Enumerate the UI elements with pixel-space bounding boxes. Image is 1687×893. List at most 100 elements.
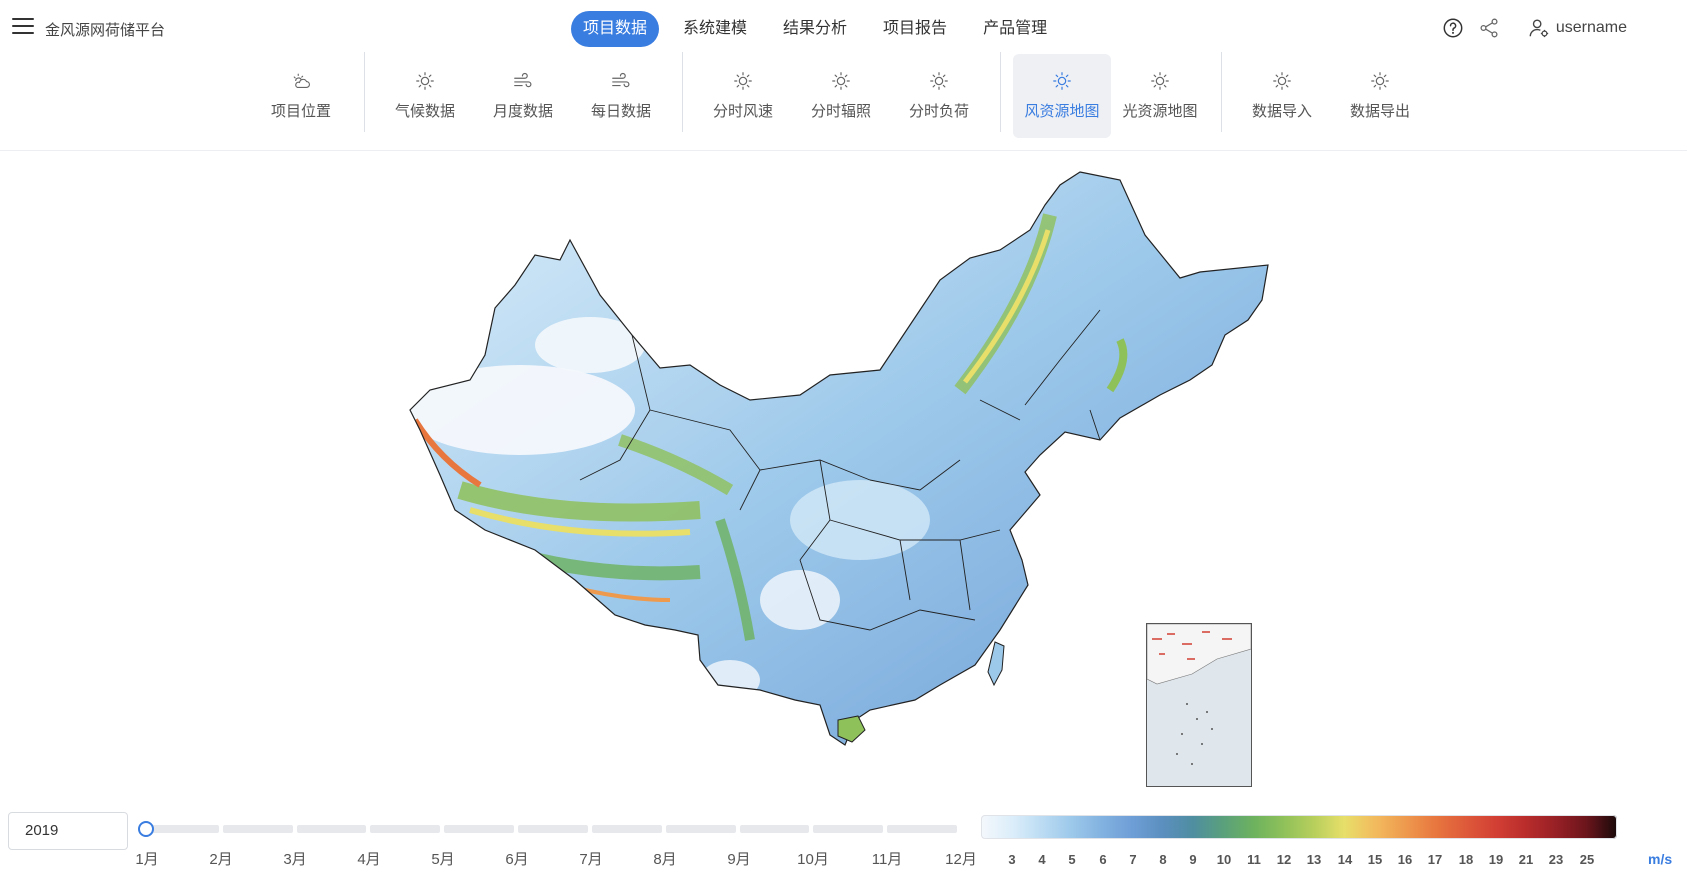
tool-solar-resource-map[interactable]: 光资源地图 xyxy=(1111,54,1209,138)
wind-icon xyxy=(612,72,630,88)
month-label-10[interactable]: 10月 xyxy=(797,851,829,868)
year-input[interactable]: 2019 xyxy=(8,812,128,850)
tab-project-report[interactable]: 项目报告 xyxy=(883,20,948,37)
tool-project-location[interactable]: 项目位置 xyxy=(252,54,350,138)
legend-label-19: 19 xyxy=(1488,852,1504,867)
main-nav-tabs: 项目数据 系统建模 结果分析 项目报告 产品管理 xyxy=(571,11,1059,47)
tool-label: 风资源地图 xyxy=(1024,103,1100,120)
tool-label: 项目位置 xyxy=(270,103,331,120)
legend-label-7: 7 xyxy=(1129,852,1137,867)
legend-unit: m/s xyxy=(1648,851,1673,867)
legend-label-10: 10 xyxy=(1216,852,1232,867)
tool-label: 分时负荷 xyxy=(908,103,969,120)
slider-segment[interactable] xyxy=(370,825,441,833)
sun-icon xyxy=(416,72,434,90)
slider-segment[interactable] xyxy=(222,825,293,833)
month-label-12[interactable]: 12月 xyxy=(945,851,977,868)
wind-speed-legend-bar xyxy=(981,815,1617,839)
tool-climate-data[interactable]: 气候数据 xyxy=(376,54,474,138)
tool-label: 分时辐照 xyxy=(810,103,871,120)
legend-label-21: 21 xyxy=(1518,852,1534,867)
sun-icon xyxy=(1151,72,1169,90)
month-label-1[interactable]: 1月 xyxy=(135,851,159,868)
data-toolbar: 项目位置 气候数据 月度数据 每日数据 分时风速 分时辐照 xyxy=(0,52,1687,151)
month-label-8[interactable]: 8月 xyxy=(653,851,677,868)
legend-label-17: 17 xyxy=(1427,852,1443,867)
sun-icon xyxy=(930,72,948,90)
wind-resource-map[interactable] xyxy=(400,160,1280,800)
slider-segment[interactable] xyxy=(813,825,884,833)
user-menu[interactable]: username xyxy=(1528,17,1627,39)
sun-icon xyxy=(832,72,850,90)
app-title: 金风源网荷储平台 xyxy=(45,22,166,39)
wind-icon xyxy=(514,72,532,88)
toolbar-divider xyxy=(1000,52,1001,132)
tool-data-import[interactable]: 数据导入 xyxy=(1233,54,1331,138)
slider-segment[interactable] xyxy=(149,825,219,833)
tab-system-modeling[interactable]: 系统建模 xyxy=(683,20,748,37)
slider-segment[interactable] xyxy=(665,825,736,833)
month-label-3[interactable]: 3月 xyxy=(283,851,307,868)
legend-label-25: 25 xyxy=(1579,852,1595,867)
legend-label-16: 16 xyxy=(1397,852,1413,867)
month-label-5[interactable]: 5月 xyxy=(431,851,455,868)
legend-label-6: 6 xyxy=(1099,852,1107,867)
slider-segment[interactable] xyxy=(591,825,662,833)
toolbar-divider xyxy=(1221,52,1222,132)
header-actions: username xyxy=(1442,17,1627,39)
share-icon[interactable] xyxy=(1478,17,1500,39)
sun-icon xyxy=(1273,72,1291,90)
month-label-7[interactable]: 7月 xyxy=(579,851,603,868)
south-china-sea-inset xyxy=(1146,623,1252,787)
tool-wind-resource-map[interactable]: 风资源地图 xyxy=(1013,54,1111,138)
tool-hourly-irradiance[interactable]: 分时辐照 xyxy=(792,54,890,138)
month-label-9[interactable]: 9月 xyxy=(727,851,751,868)
slider-segment[interactable] xyxy=(444,825,515,833)
legend-label-23: 23 xyxy=(1548,852,1564,867)
inset-map xyxy=(1146,623,1252,765)
month-label-6[interactable]: 6月 xyxy=(505,851,529,868)
hamburger-menu-icon[interactable] xyxy=(12,18,34,36)
sun-icon xyxy=(734,72,752,90)
slider-segment[interactable] xyxy=(296,825,367,833)
sun-icon xyxy=(1371,72,1389,90)
month-slider-handle[interactable] xyxy=(138,821,154,837)
hainan-island xyxy=(837,715,866,743)
tab-result-analysis[interactable]: 结果分析 xyxy=(783,20,848,37)
tab-project-data[interactable]: 项目数据 xyxy=(571,11,660,47)
user-settings-icon xyxy=(1529,19,1549,38)
tool-daily-data[interactable]: 每日数据 xyxy=(572,54,670,138)
tool-label: 分时风速 xyxy=(712,103,773,120)
legend-label-13: 13 xyxy=(1306,852,1322,867)
tool-label: 气候数据 xyxy=(394,103,455,120)
toolbar-divider xyxy=(682,52,683,132)
legend-label-11: 11 xyxy=(1247,852,1261,867)
legend-label-5: 5 xyxy=(1068,852,1076,867)
tool-hourly-load[interactable]: 分时负荷 xyxy=(890,54,988,138)
tool-label: 数据导出 xyxy=(1349,103,1410,120)
toolbar-divider xyxy=(364,52,365,132)
china-mainland xyxy=(409,171,1269,746)
tool-label: 数据导入 xyxy=(1251,103,1312,120)
tool-label: 月度数据 xyxy=(492,103,553,120)
taiwan-island xyxy=(987,641,1005,687)
slider-segment[interactable] xyxy=(518,825,588,833)
month-label-11[interactable]: 11月 xyxy=(871,851,903,868)
legend-label-12: 12 xyxy=(1276,852,1292,867)
legend-label-8: 8 xyxy=(1159,852,1167,867)
tool-label: 每日数据 xyxy=(590,103,651,120)
legend-label-4: 4 xyxy=(1038,852,1046,867)
help-icon[interactable] xyxy=(1442,17,1464,39)
slider-segment[interactable] xyxy=(887,825,957,833)
legend-label-14: 14 xyxy=(1337,852,1353,867)
month-slider-track[interactable] xyxy=(147,825,959,833)
tool-data-export[interactable]: 数据导出 xyxy=(1331,54,1429,138)
slider-segment[interactable] xyxy=(739,825,810,833)
tool-hourly-wind-speed[interactable]: 分时风速 xyxy=(694,54,792,138)
tool-monthly-data[interactable]: 月度数据 xyxy=(474,54,572,138)
tab-product-management[interactable]: 产品管理 xyxy=(983,20,1048,37)
cloud-sun-icon xyxy=(293,73,310,88)
month-label-2[interactable]: 2月 xyxy=(209,851,233,868)
legend-label-3: 3 xyxy=(1008,852,1016,867)
month-label-4[interactable]: 4月 xyxy=(357,851,381,868)
